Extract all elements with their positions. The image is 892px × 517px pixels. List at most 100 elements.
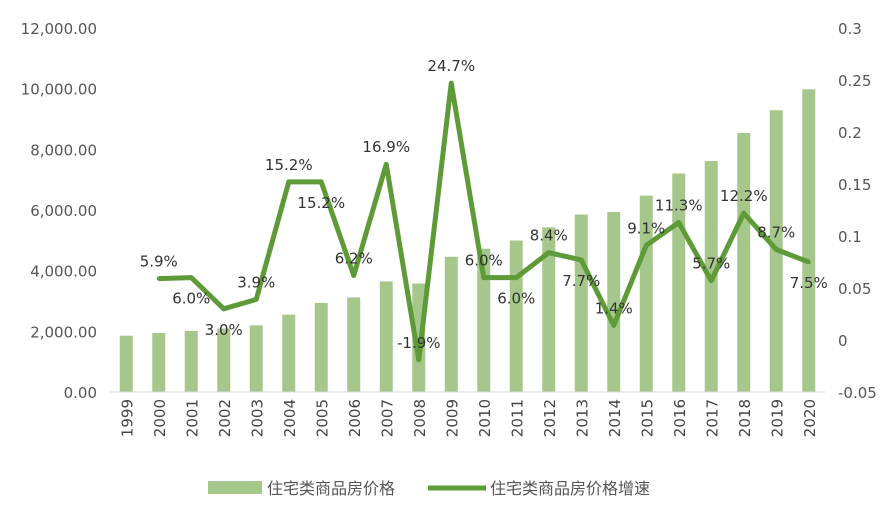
growth-data-label: 3.9% (237, 273, 275, 291)
growth-point-2002 (221, 306, 226, 311)
x-tick-label: 2000 (151, 399, 169, 437)
bar-2014 (607, 212, 621, 392)
legend-bar-label: 住宅类商品房价格 (267, 479, 395, 498)
growth-data-label: 7.5% (790, 274, 828, 292)
growth-data-label: 16.9% (362, 138, 410, 156)
x-tick-label: 2007 (378, 399, 396, 437)
x-tick-label: 2001 (183, 399, 201, 437)
bar-2008 (412, 283, 426, 392)
x-tick-label: 2012 (541, 399, 559, 437)
growth-point-2010 (481, 275, 486, 280)
x-tick-label: 2015 (638, 399, 656, 437)
left-tick-label: 6,000.00 (30, 202, 97, 220)
right-tick-label: 0.25 (838, 72, 871, 90)
right-tick-label: 0.15 (838, 176, 871, 194)
growth-point-2005 (319, 179, 324, 184)
growth-point-2015 (644, 243, 649, 248)
bar-1999 (119, 335, 133, 392)
growth-data-label: 9.1% (627, 219, 665, 237)
right-tick-label: -0.05 (838, 384, 877, 402)
x-tick-label: 2010 (476, 399, 494, 437)
left-tick-label: 2,000.00 (30, 323, 97, 341)
x-tick-label: 2011 (508, 399, 526, 437)
x-tick-label: 2003 (248, 399, 266, 437)
growth-point-2006 (351, 273, 356, 278)
growth-point-2019 (774, 247, 779, 252)
bar-2001 (184, 330, 198, 392)
left-tick-label: 4,000.00 (30, 263, 97, 281)
growth-point-2000 (156, 276, 161, 281)
right-tick-label: 0.3 (838, 20, 862, 38)
growth-data-label: 7.7% (562, 272, 600, 290)
x-tick-label: 2018 (736, 399, 754, 437)
growth-data-label: 15.2% (297, 194, 345, 212)
bar-2004 (282, 314, 296, 392)
growth-point-2003 (254, 297, 259, 302)
legend-line-label: 住宅类商品房价格增速 (490, 479, 650, 498)
x-tick-label: 2004 (281, 399, 299, 437)
right-tick-label: 0.2 (838, 124, 862, 142)
growth-data-label: 24.7% (427, 57, 475, 75)
bar-2012 (542, 227, 556, 392)
growth-data-label: 15.2% (265, 156, 313, 174)
growth-data-label: 3.0% (205, 321, 243, 339)
growth-data-label: 5.7% (692, 255, 730, 273)
x-tick-label: 2002 (216, 399, 234, 437)
x-tick-label: 2016 (671, 399, 689, 437)
growth-data-label: 12.2% (720, 187, 768, 205)
growth-data-label: 6.0% (465, 252, 503, 270)
growth-data-label: 6.0% (172, 290, 210, 308)
growth-data-label: 5.9% (140, 253, 178, 271)
growth-data-label: 8.7% (757, 224, 795, 242)
x-tick-label: 2005 (313, 399, 331, 437)
x-tick-label: 2008 (411, 399, 429, 437)
growth-point-2020 (806, 260, 811, 264)
bar-2013 (574, 214, 588, 392)
x-tick-label: 2006 (346, 399, 364, 437)
right-tick-label: 0 (838, 332, 848, 350)
growth-point-2011 (514, 275, 519, 280)
bar-2010 (477, 248, 491, 392)
growth-data-label: 11.3% (655, 196, 703, 214)
right-tick-label: 0.05 (838, 280, 871, 298)
bar-2003 (249, 325, 263, 392)
growth-point-2004 (286, 179, 291, 184)
growth-point-2014 (611, 323, 616, 328)
x-tick-label: 2013 (573, 399, 591, 437)
growth-data-label: -1.9% (397, 334, 441, 352)
growth-data-label: 6.2% (335, 250, 373, 268)
left-tick-label: 8,000.00 (30, 141, 97, 159)
growth-point-2018 (741, 211, 746, 216)
x-tick-label: 2009 (443, 399, 461, 437)
growth-point-2009 (449, 81, 454, 86)
bar-2018 (737, 132, 751, 392)
x-tick-label: 2014 (606, 399, 624, 437)
growth-point-2013 (579, 257, 584, 262)
growth-point-2008 (416, 357, 421, 362)
growth-data-label: 6.0% (497, 290, 535, 308)
x-tick-label: 1999 (118, 399, 136, 437)
x-tick-label: 2020 (801, 399, 819, 437)
growth-data-label: 8.4% (530, 227, 568, 245)
growth-point-2016 (676, 220, 681, 225)
bar-2000 (152, 332, 166, 392)
growth-point-2001 (189, 275, 194, 280)
growth-point-2012 (546, 250, 551, 255)
left-tick-label: 10,000.00 (21, 81, 97, 99)
x-tick-label: 2017 (703, 399, 721, 437)
x-tick-label: 2019 (768, 399, 786, 437)
bar-2005 (314, 302, 328, 392)
bar-2002 (217, 328, 231, 392)
bar-2009 (444, 256, 458, 392)
bar-2020 (802, 89, 816, 393)
growth-point-2007 (384, 162, 389, 167)
legend-bar-swatch (208, 481, 262, 494)
left-tick-label: 12,000.00 (21, 20, 97, 38)
bar-2011 (509, 240, 523, 392)
bar-2006 (347, 297, 361, 392)
bar-2007 (379, 281, 393, 392)
growth-data-label: 1.4% (595, 299, 633, 317)
left-tick-label: 0.00 (64, 384, 97, 402)
